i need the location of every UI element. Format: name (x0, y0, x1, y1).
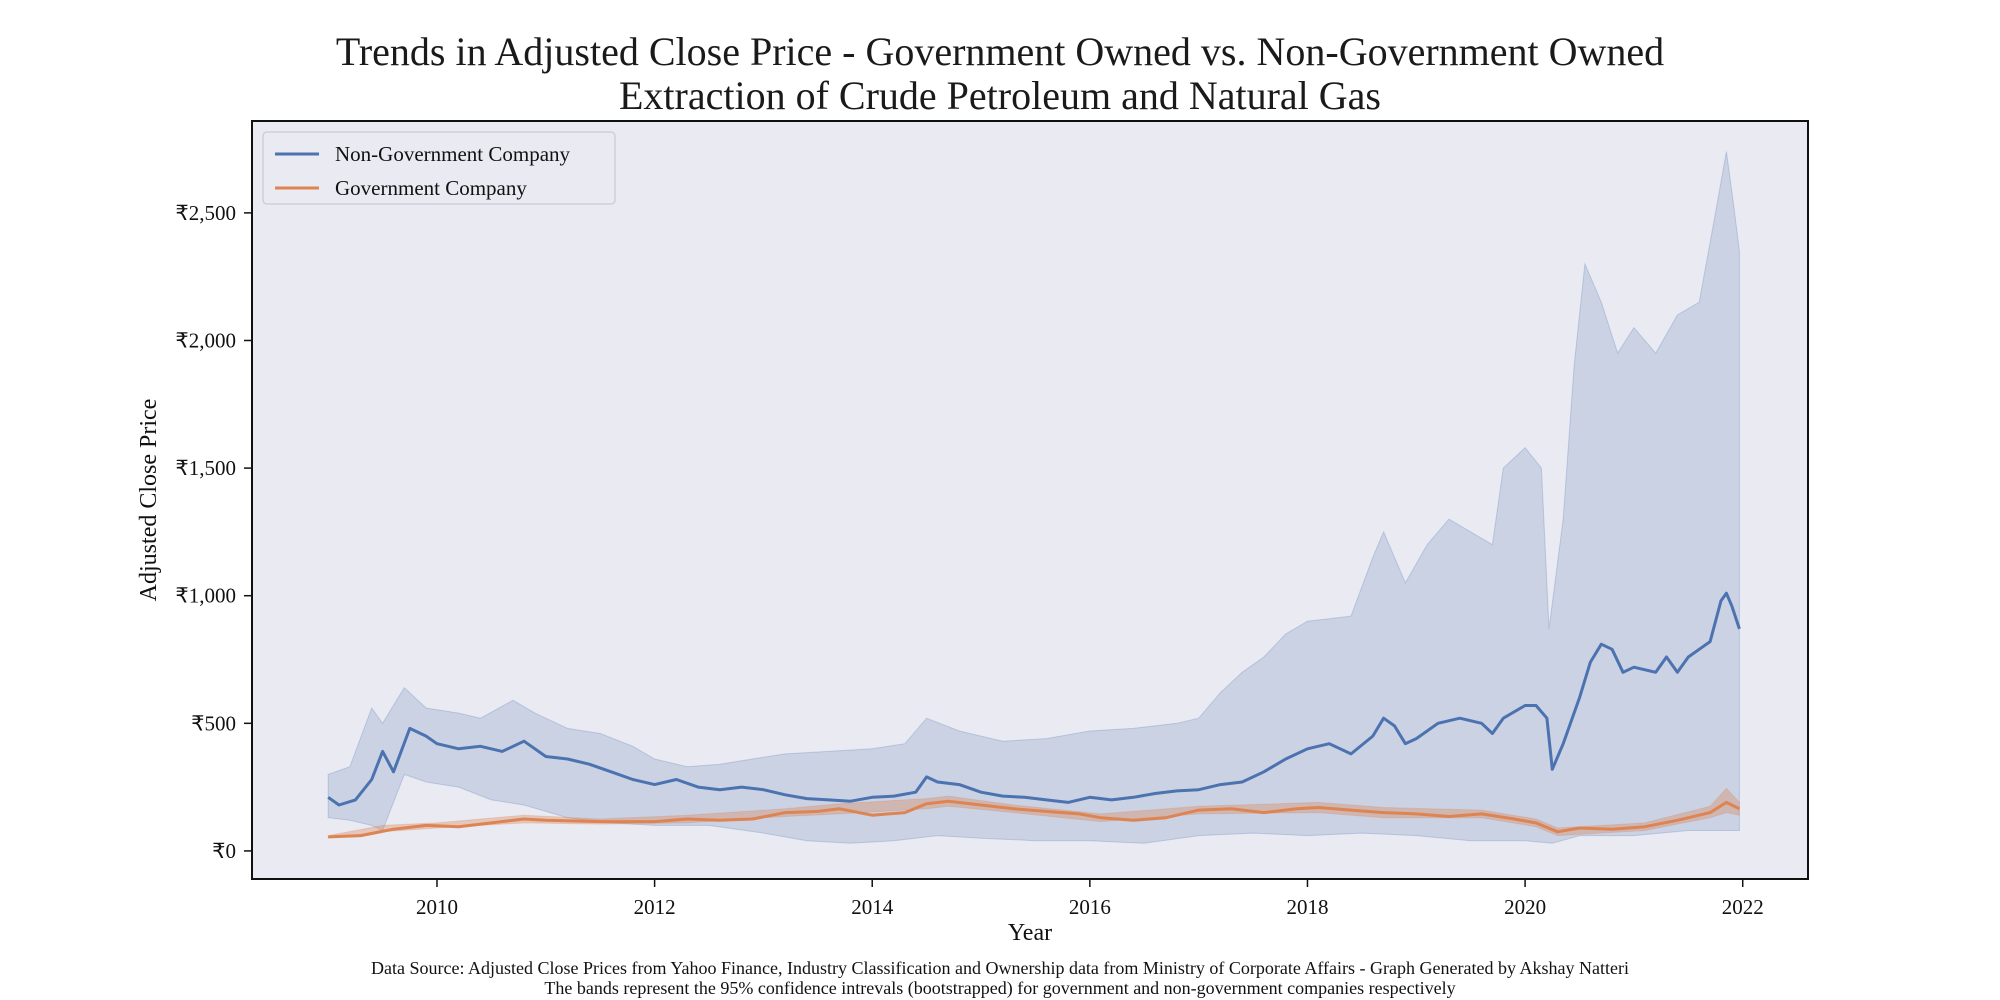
series-lines (327, 591, 1741, 839)
chart-title-line-1: Trends in Adjusted Close Price - Governm… (335, 29, 1665, 74)
y-tick-label: ₹1,500 (175, 456, 236, 480)
y-tick-label: ₹2,000 (175, 328, 236, 352)
chart-title-line-2: Extraction of Crude Petroleum and Natura… (619, 73, 1381, 118)
legend-label: Non-Government Company (335, 142, 571, 166)
x-tick-label: 2020 (1504, 895, 1546, 919)
caption-note: The bands represent the 95% confidence i… (544, 978, 1456, 998)
legend-box (262, 131, 616, 205)
series-line-government (328, 799, 1741, 839)
legend: Non-Government Company Government Company (262, 131, 616, 205)
series-line-non-government (327, 591, 1741, 807)
y-tick-label: ₹2,500 (175, 201, 236, 225)
legend-label: Government Company (335, 176, 527, 200)
x-axis-label: Year (1008, 920, 1052, 946)
x-tick-label: 2012 (634, 895, 676, 919)
x-tick-label: 2022 (1722, 895, 1764, 919)
x-tick-label: 2010 (416, 895, 458, 919)
plot-frame (251, 120, 1809, 880)
confidence-bands (327, 151, 1740, 844)
y-axis: ₹0 ₹500 ₹1,000 ₹1,500 ₹2,000 ₹2,500 (175, 201, 252, 863)
x-axis: 2010 2012 2014 2016 2018 2020 2022 (416, 879, 1764, 919)
x-tick-label: 2014 (851, 895, 894, 919)
y-tick-label: ₹0 (212, 839, 236, 863)
x-tick-label: 2016 (1069, 895, 1111, 919)
y-tick-label: ₹500 (191, 711, 236, 735)
y-tick-label: ₹1,000 (175, 584, 236, 608)
ci-band-government (327, 787, 1740, 839)
ci-band-non-government (327, 151, 1740, 844)
x-tick-label: 2018 (1286, 895, 1328, 919)
plot-area (252, 121, 1808, 879)
caption-source: Data Source: Adjusted Close Prices from … (371, 958, 1629, 978)
y-axis-label: Adjusted Close Price (136, 399, 162, 602)
